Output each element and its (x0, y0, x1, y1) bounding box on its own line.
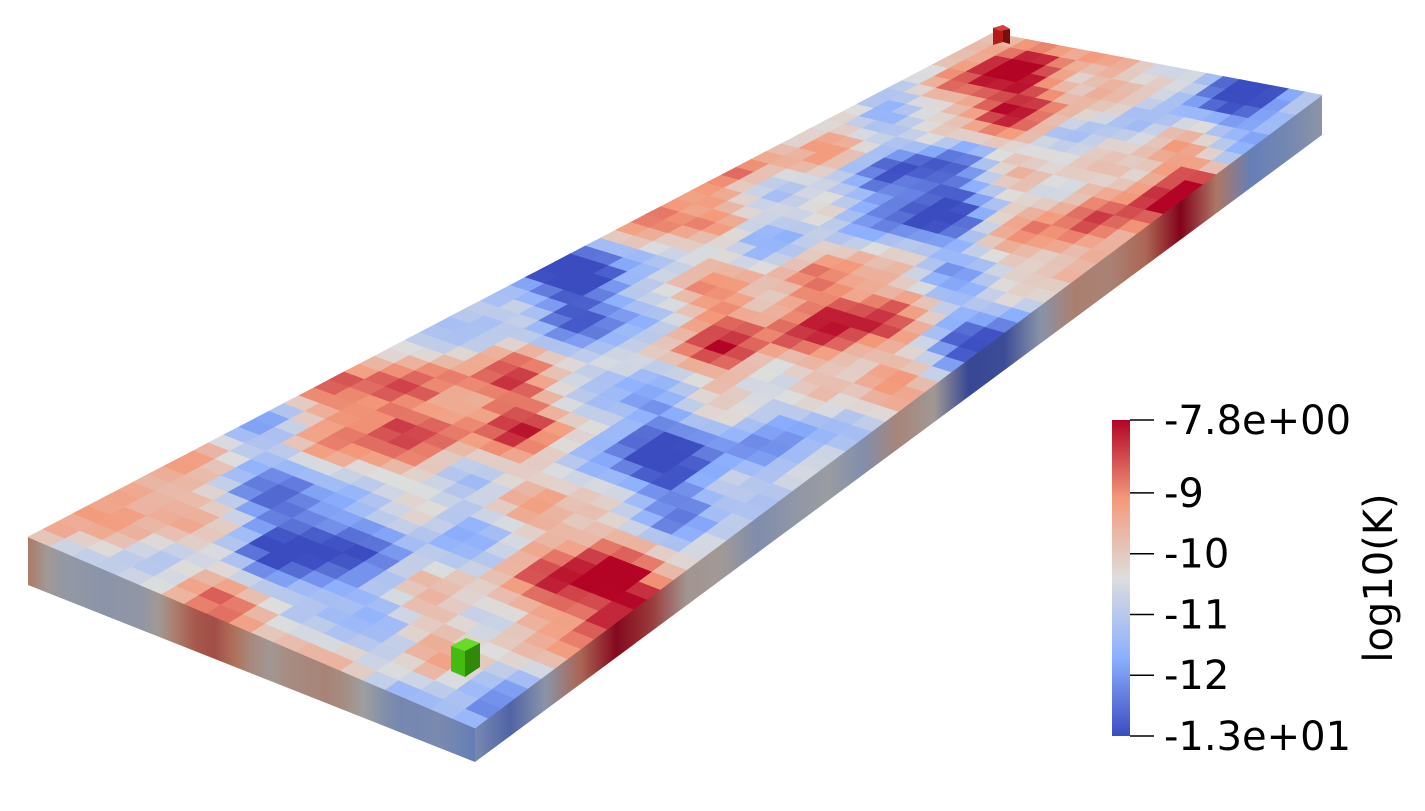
colorbar-title: log10(K) (1356, 493, 1402, 662)
grid-cell (1291, 91, 1323, 106)
colorbar-tick-label: -12 (1164, 653, 1229, 699)
sink-well-marker (993, 25, 1010, 45)
colorbar-ticks: -7.8e+00 -9 -10 -11 -12 -1.3e+01 (1130, 398, 1351, 760)
colorbar: -7.8e+00 -9 -10 -11 -12 -1.3e+01 log10(K) (1112, 398, 1402, 760)
colorbar-tick-label: -9 (1164, 471, 1204, 517)
source-well-marker (451, 638, 480, 677)
colorbar-tick-label: -1.3e+01 (1164, 714, 1351, 760)
colorbar-tick-label: -10 (1164, 532, 1229, 578)
slab-side-faces (28, 95, 1322, 762)
slab-top-face-grid (27, 32, 1323, 729)
colorbar-gradient (1112, 420, 1130, 736)
slab-front-face (28, 537, 475, 762)
slab-right-face (475, 95, 1322, 762)
colorbar-tick-label: -7.8e+00 (1164, 398, 1351, 444)
colorbar-tick-label: -11 (1164, 592, 1229, 638)
